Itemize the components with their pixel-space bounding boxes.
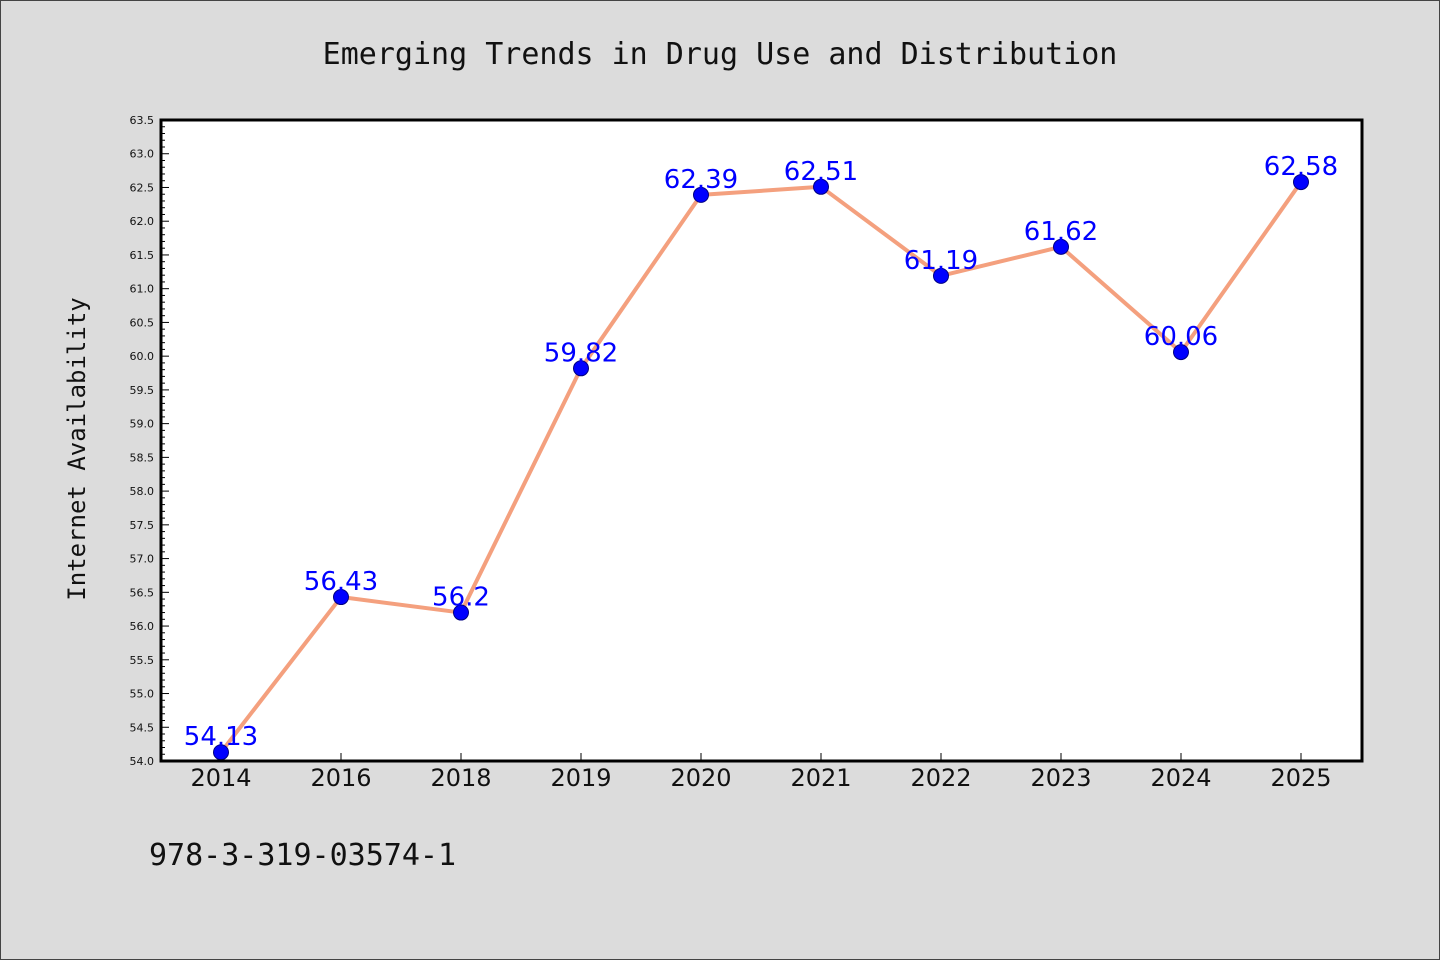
x-tick-label: 2023: [1030, 764, 1091, 792]
y-tick-label: 54.5: [130, 721, 155, 734]
y-tick-label: 63.0: [130, 148, 155, 161]
y-tick-label: 54.0: [130, 755, 155, 768]
data-label: 60.06: [1144, 322, 1218, 352]
data-label: 56.2: [432, 583, 490, 613]
data-label: 62.39: [664, 165, 738, 195]
x-tick-label: 2016: [310, 764, 371, 792]
y-tick-label: 59.0: [130, 418, 155, 431]
data-point-marker: [1053, 238, 1069, 255]
data-point-marker: [1293, 174, 1309, 191]
data-label: 56.43: [304, 567, 378, 597]
y-tick-label: 59.5: [130, 384, 155, 397]
y-tick-label: 58.5: [130, 451, 155, 464]
chart-title: Emerging Trends in Drug Use and Distribu…: [323, 37, 1118, 72]
data-point-marker: [333, 589, 349, 606]
plot-frame: [159, 118, 1364, 763]
y-tick-label: 61.0: [130, 283, 155, 296]
x-tick-label: 2020: [670, 764, 731, 792]
y-tick-label: 61.5: [130, 249, 155, 262]
data-label: 54.13: [184, 722, 258, 752]
data-point-marker: [1173, 344, 1189, 361]
y-tick-label: 56.5: [130, 586, 155, 599]
y-tick-label: 62.0: [130, 215, 155, 228]
y-tick-label: 55.5: [130, 654, 155, 667]
y-tick-label: 60.0: [130, 350, 155, 363]
data-labels: 54.13 56.43 56.2 59.82 62.39 62.51 61.19 61.62 6…: [184, 152, 1338, 752]
data-point-marker: [573, 360, 589, 377]
y-axis-label: Internet Availability: [63, 297, 91, 600]
x-tick-label: 2014: [190, 764, 251, 792]
series-line: [219, 180, 1303, 755]
x-tick-label: 2019: [550, 764, 611, 792]
y-tick-label: 63.5: [130, 114, 155, 127]
y-tick-label: 56.0: [130, 620, 155, 633]
data-point-marker: [933, 267, 949, 284]
y-tick-label: 62.5: [130, 181, 155, 194]
x-tick-label: 2022: [910, 764, 971, 792]
x-tick-label: 2025: [1270, 764, 1331, 792]
data-point-marker: [813, 178, 829, 195]
y-tick-label: 60.5: [130, 316, 155, 329]
series-markers: [213, 174, 1309, 761]
data-label: 61.19: [904, 246, 978, 276]
y-tick-label: 58.0: [130, 485, 155, 498]
data-point-marker: [453, 604, 469, 621]
y-tick-label: 57.0: [130, 553, 155, 566]
data-label: 62.58: [1264, 152, 1338, 182]
footer-code: 978-3-319-03574-1: [149, 838, 456, 873]
data-label: 61.62: [1024, 217, 1098, 247]
y-tick-label: 57.5: [130, 519, 155, 532]
x-tick-label: 2021: [790, 764, 851, 792]
y-tick-label: 55.0: [130, 688, 155, 701]
data-point-marker: [693, 186, 709, 203]
data-label: 59.82: [544, 338, 618, 368]
x-axis-ticks: 2014 2016 2018 2019 2020 2021 2022 2023 2024 2025: [190, 753, 1332, 792]
x-tick-label: 2024: [1150, 764, 1211, 792]
x-tick-label: 2018: [430, 764, 491, 792]
data-label: 62.51: [784, 157, 858, 187]
plot-area: [161, 120, 1362, 761]
